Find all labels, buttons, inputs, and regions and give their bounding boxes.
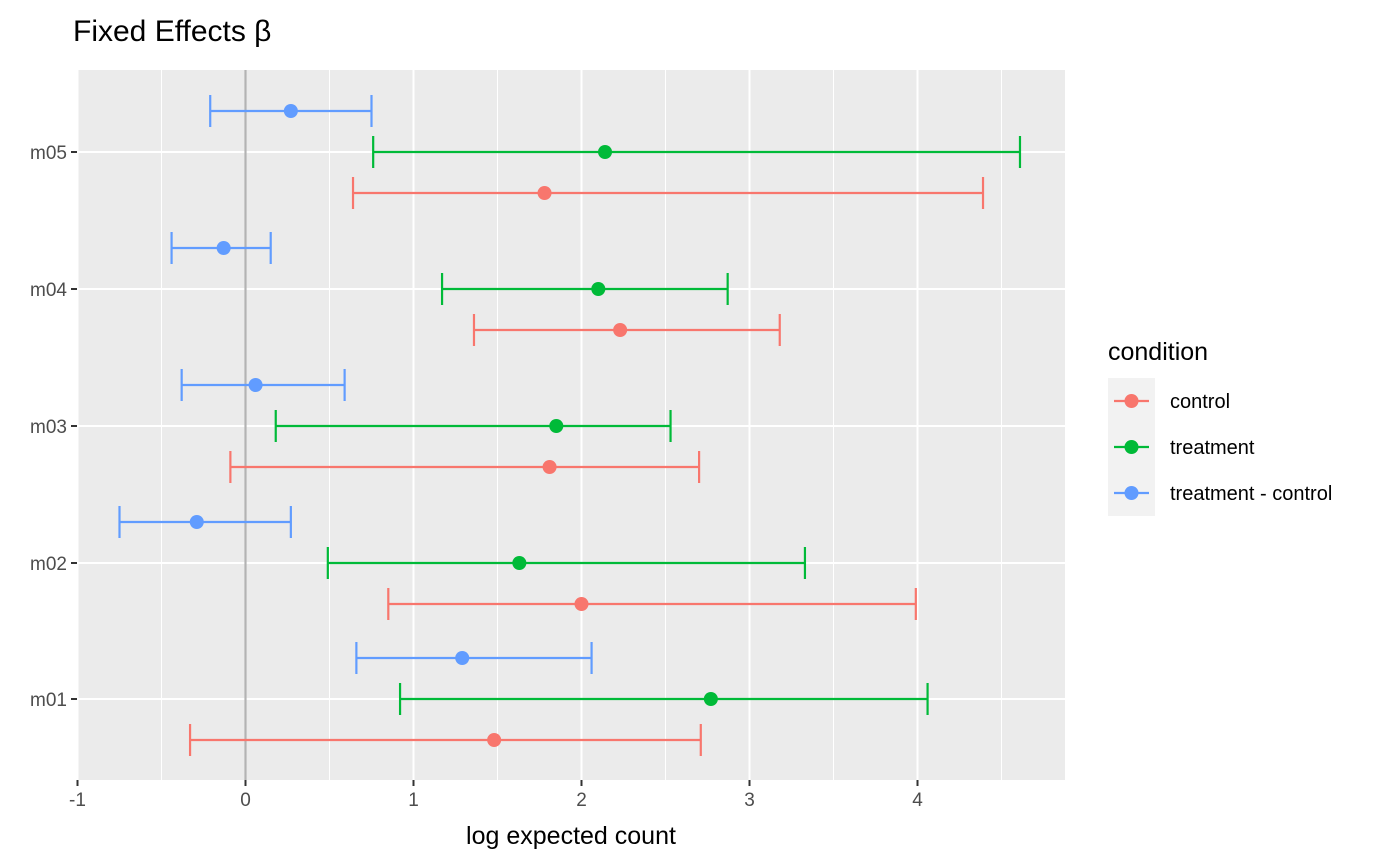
estimate-point [216, 241, 231, 255]
chart-title: Fixed Effects β [73, 15, 271, 48]
legend-label: treatment - control [1170, 483, 1332, 505]
legend-key-point [1124, 486, 1139, 500]
estimate-point [703, 692, 718, 706]
legend: condition control treatment treatment - co… [1108, 338, 1332, 516]
legend-label: control [1170, 391, 1230, 413]
estimate-point [542, 460, 557, 474]
estimate-point [283, 104, 298, 118]
x-axis-title: log expected count [466, 822, 676, 850]
series-control [188, 177, 985, 756]
legend-key-point [1124, 440, 1139, 454]
x-axis: -1 0 1 2 3 4 [69, 780, 923, 811]
y-tick-label: m03 [30, 417, 67, 438]
y-tick-label: m04 [30, 280, 67, 301]
estimate-point [598, 145, 613, 159]
legend-items: control treatment treatment - control [1114, 391, 1332, 505]
estimate-point [189, 515, 204, 529]
x-tick-label: -1 [69, 790, 86, 811]
series-layer [118, 95, 1022, 756]
legend-item: treatment [1114, 437, 1255, 459]
legend-key-point [1124, 394, 1139, 408]
estimate-point [549, 419, 564, 433]
estimate-point [455, 651, 470, 665]
x-tick-label: 4 [912, 790, 923, 811]
x-tick-label: 3 [744, 790, 755, 811]
series-treatment [274, 136, 1022, 715]
x-tick-label: 1 [408, 790, 419, 811]
estimate-point [487, 733, 502, 747]
x-tick-label: 2 [576, 790, 587, 811]
estimate-point [574, 597, 589, 611]
x-tick-label: 0 [240, 790, 251, 811]
estimate-point [613, 323, 628, 337]
estimate-point [537, 186, 552, 200]
estimate-point [248, 378, 263, 392]
legend-label: treatment [1170, 437, 1255, 459]
estimate-point [591, 282, 606, 296]
y-tick-label: m02 [30, 554, 67, 575]
estimate-point [512, 556, 527, 570]
legend-title: condition [1108, 338, 1208, 366]
y-tick-label: m05 [30, 143, 67, 164]
legend-item: control [1114, 391, 1230, 413]
legend-item: treatment - control [1114, 483, 1332, 505]
y-axis: m01 m02 m03 m04 m05 [30, 143, 77, 711]
series-treatment-control [118, 95, 593, 674]
y-tick-label: m01 [30, 690, 67, 711]
